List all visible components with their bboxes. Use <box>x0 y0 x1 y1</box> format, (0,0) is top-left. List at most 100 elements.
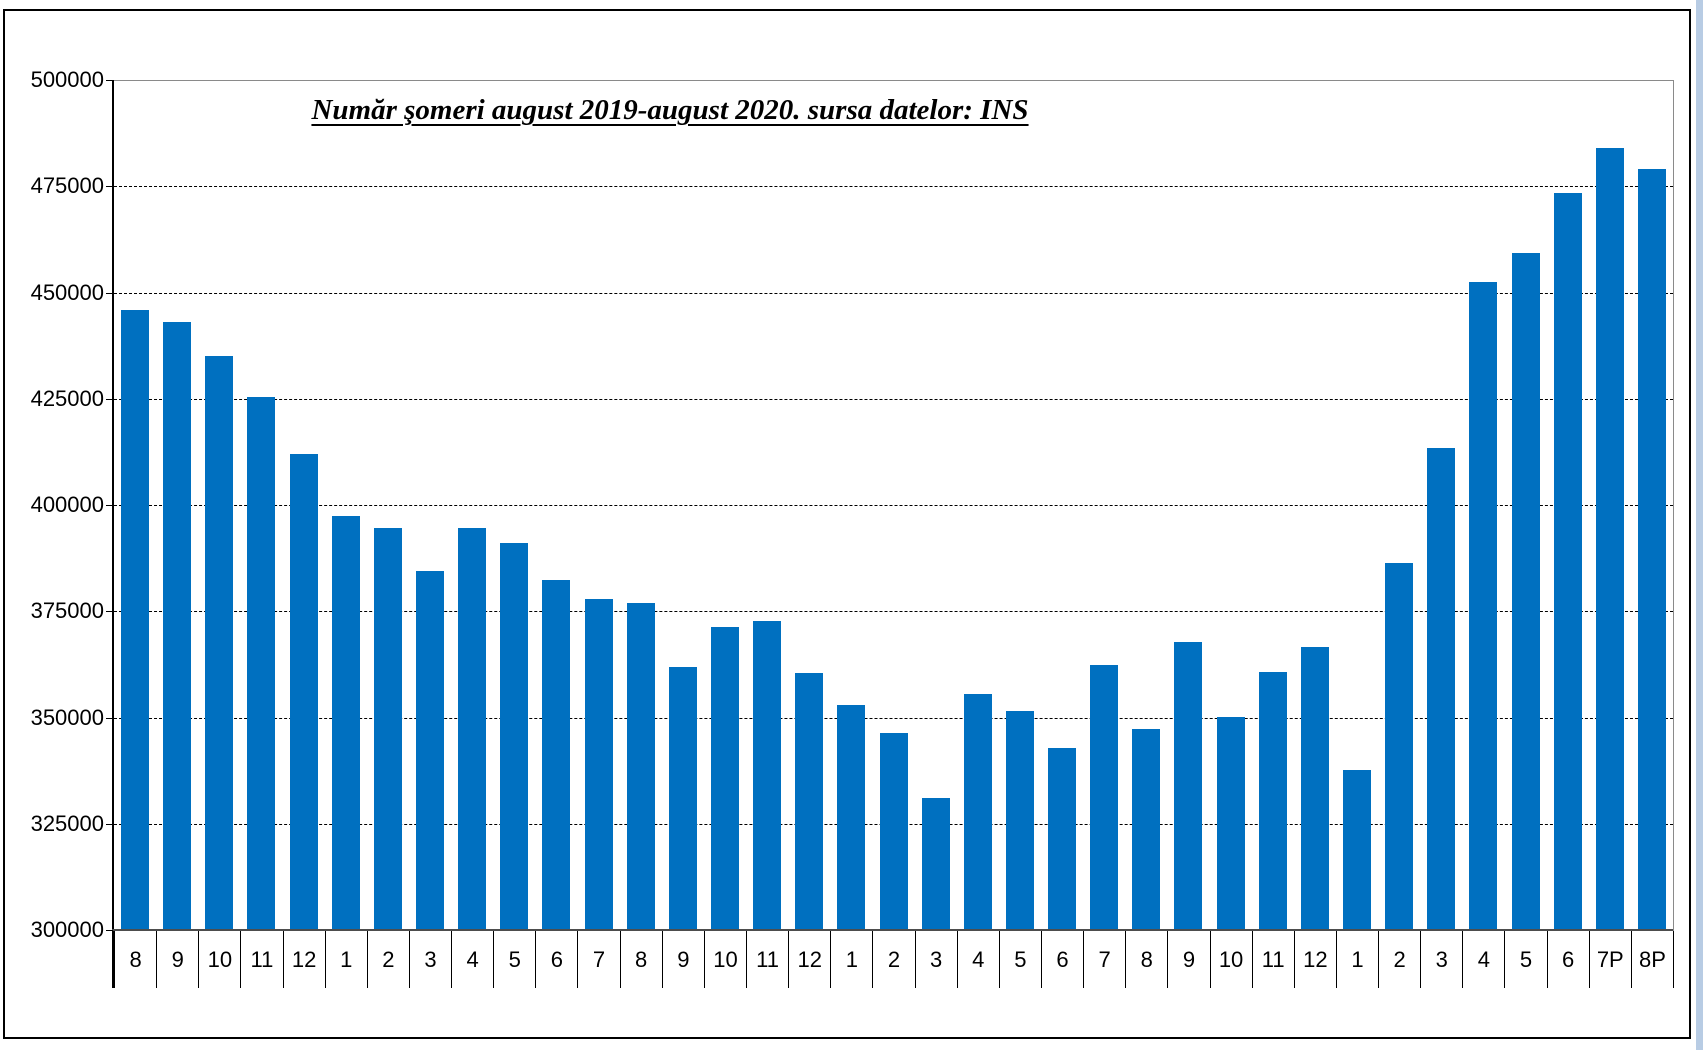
x-axis-label: 9 <box>661 931 704 988</box>
bar <box>331 515 360 929</box>
y-axis-tick-mark <box>106 292 113 294</box>
y-axis-tick-label: 325000 <box>30 810 104 836</box>
window-edge-strip <box>1696 0 1703 1050</box>
x-axis-label: 8 <box>619 931 662 988</box>
x-axis-label: 10 <box>198 931 240 988</box>
bar <box>205 356 234 929</box>
gridline <box>114 398 1673 400</box>
bar <box>626 602 655 929</box>
bar <box>500 543 529 929</box>
y-axis-tick-mark <box>106 398 113 400</box>
x-axis-label: 5 <box>1504 931 1546 988</box>
bar <box>1595 148 1624 929</box>
x-axis-label: 6 <box>1040 931 1083 988</box>
x-axis-label: 12 <box>282 931 325 988</box>
y-axis-tick-mark <box>106 930 113 931</box>
x-axis-label: 4 <box>451 931 493 988</box>
x-axis-label: 1 <box>830 931 872 988</box>
bar <box>1427 447 1456 929</box>
bar <box>1174 642 1203 929</box>
x-axis-label: 3 <box>1420 931 1462 988</box>
x-axis-label: 12 <box>788 931 830 988</box>
x-axis-label: 7 <box>577 931 619 988</box>
bar <box>1216 716 1245 929</box>
x-axis-label: 3 <box>914 931 957 988</box>
gridline <box>114 611 1673 613</box>
bar <box>837 704 866 929</box>
x-axis-label: 2 <box>872 931 914 988</box>
y-axis-tick-mark <box>106 717 113 719</box>
plot-area <box>114 80 1674 931</box>
x-axis-label: 7 <box>1083 931 1125 988</box>
bar <box>1090 665 1119 929</box>
bar <box>795 673 824 929</box>
bar <box>1342 769 1371 929</box>
x-axis-label: 12 <box>1293 931 1336 988</box>
y-axis-tick-label: 350000 <box>30 704 104 730</box>
x-axis-label: 3 <box>408 931 451 988</box>
bar <box>1258 672 1287 929</box>
gridline <box>114 186 1673 188</box>
y-axis-line <box>112 80 114 988</box>
bar <box>1469 282 1498 929</box>
gridline <box>114 717 1673 719</box>
x-axis-label: 6 <box>535 931 577 988</box>
bar <box>1048 748 1077 929</box>
y-axis-tick-label: 375000 <box>30 598 104 624</box>
x-axis-label: 11 <box>746 931 788 988</box>
x-axis-label: 9 <box>1167 931 1209 988</box>
x-axis-label: 11 <box>240 931 282 988</box>
x-axis-label: 5 <box>998 931 1041 988</box>
gridline <box>114 292 1673 294</box>
bar <box>963 694 992 929</box>
bar <box>373 528 402 929</box>
x-axis-label: 5 <box>493 931 535 988</box>
x-axis-label: 1 <box>324 931 367 988</box>
y-axis-tick-mark <box>106 611 113 613</box>
y-axis-tick-label: 400000 <box>30 492 104 517</box>
x-axis-label: 2 <box>1378 931 1420 988</box>
y-axis-tick-mark <box>106 186 113 188</box>
bar <box>1005 711 1034 929</box>
bar <box>879 732 908 929</box>
bar <box>289 454 318 929</box>
bar <box>1300 646 1329 929</box>
bar <box>710 627 739 929</box>
bar <box>247 396 276 929</box>
x-axis-label: 10 <box>703 931 746 988</box>
y-axis-tick-mark <box>106 823 113 825</box>
x-axis-label: 4 <box>956 931 999 988</box>
bar <box>1385 563 1414 929</box>
x-axis-label: 10 <box>1209 931 1252 988</box>
x-axis-label: 1 <box>1335 931 1378 988</box>
y-axis-tick-mark <box>106 80 113 81</box>
bar <box>668 666 697 929</box>
bar <box>1132 728 1161 929</box>
x-axis-label: 8 <box>114 931 156 988</box>
bar <box>921 798 950 929</box>
x-axis-label: 7P <box>1588 931 1631 988</box>
x-axis-label: 11 <box>1251 931 1294 988</box>
gridline <box>114 505 1673 506</box>
bar <box>542 580 571 929</box>
bar <box>163 322 192 929</box>
bar <box>753 621 782 929</box>
x-axis-label: 4 <box>1462 931 1504 988</box>
chart-title: Număr şomeri august 2019-august 2020. su… <box>311 94 1029 126</box>
y-axis-tick-label: 500000 <box>30 67 104 92</box>
y-axis-tick-label: 425000 <box>30 385 104 411</box>
x-axis-label: 2 <box>366 931 409 988</box>
y-axis-tick-label: 300000 <box>30 917 104 942</box>
bar <box>1637 169 1666 929</box>
x-axis-label: 9 <box>156 931 198 988</box>
bar <box>1511 252 1540 929</box>
y-axis-tick-label: 475000 <box>30 173 104 199</box>
bar <box>1553 193 1582 929</box>
y-axis-tick-mark <box>106 505 113 506</box>
bar <box>416 570 444 929</box>
bar <box>121 309 150 929</box>
y-axis-tick-label: 450000 <box>30 279 104 305</box>
x-axis-line <box>112 929 1673 931</box>
x-axis-label: 6 <box>1546 931 1589 988</box>
